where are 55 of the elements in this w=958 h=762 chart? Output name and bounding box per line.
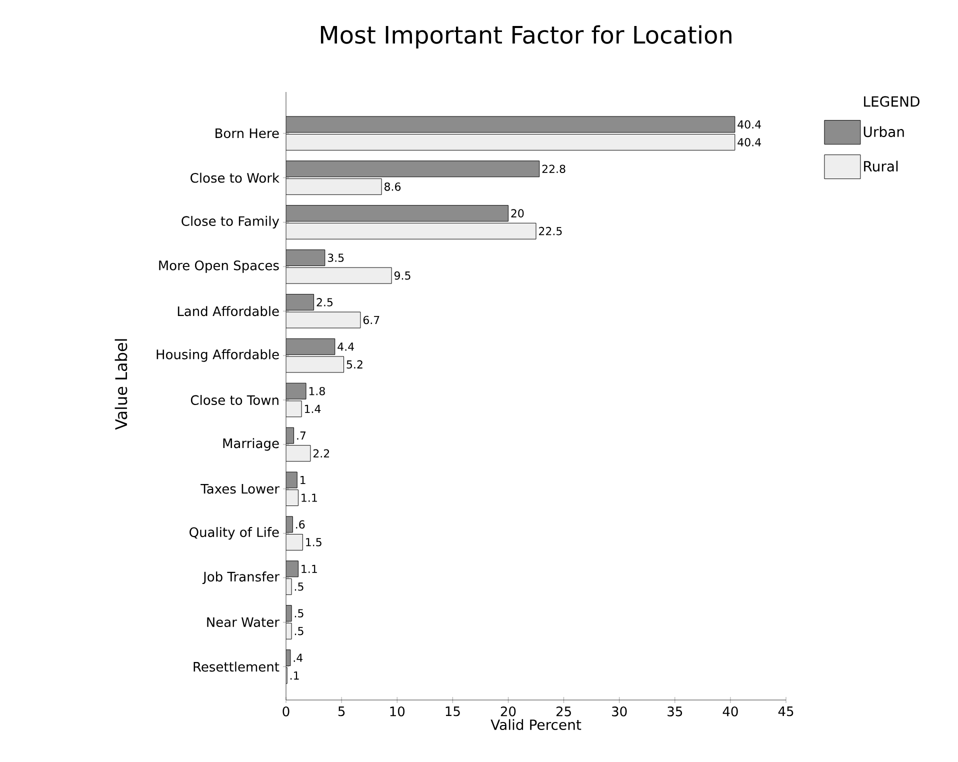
x-tick-label: 5 (338, 706, 345, 716)
data-label: 3.5 (328, 254, 344, 262)
x-tick-label: 20 (500, 706, 516, 716)
data-label: 2.2 (313, 449, 330, 458)
data-label: 22.5 (539, 226, 562, 236)
data-label: 1 (300, 476, 306, 484)
x-tick-label: 25 (556, 706, 571, 716)
data-label: 40.4 (738, 138, 761, 146)
data-label: 6.7 (363, 316, 380, 324)
y-tick-label: Close to Town (190, 394, 278, 406)
x-tick-label: 0 (282, 706, 290, 716)
data-label: .4 (294, 654, 303, 662)
data-label: .6 (296, 520, 305, 529)
x-tick-label: 35 (668, 706, 682, 716)
y-tick-label: Marriage (223, 438, 279, 451)
chart-title: Most Important Factor for Location (320, 25, 732, 48)
y-tick-label: Resettlement (194, 662, 280, 672)
legend-label: Urban (864, 126, 904, 138)
data-label: .5 (294, 609, 304, 618)
y-tick-label: Taxes Lower (200, 484, 280, 494)
x-tick-label: 40 (722, 706, 738, 716)
data-label: 22.8 (542, 164, 566, 174)
data-label: 9.5 (394, 271, 410, 280)
y-tick-label: Near Water (207, 617, 280, 628)
data-label: 4.4 (338, 342, 354, 351)
y-tick-label: Land Affordable (178, 306, 279, 316)
x-tick-label: 10 (390, 706, 405, 716)
y-tick-label: Quality of Life (190, 527, 279, 540)
data-label: 1.1 (302, 564, 317, 573)
data-label: .7 (297, 432, 306, 440)
legend-label: Rural (864, 160, 898, 172)
x-tick-label: 15 (446, 706, 460, 716)
x-axis-title: Valid Percent (490, 719, 582, 730)
x-tick-label: 30 (612, 706, 627, 716)
data-label: .5 (294, 582, 304, 591)
legend-title: LEGEND (864, 96, 920, 107)
y-tick-label: Close to Work (190, 172, 280, 183)
data-label: 20 (511, 209, 524, 218)
data-label: .5 (294, 627, 304, 636)
data-label: 1.4 (304, 404, 321, 413)
data-label: 2.5 (316, 298, 333, 306)
data-label: .1 (290, 672, 299, 680)
data-label: 40.4 (738, 120, 761, 129)
y-tick-label: Job Transfer (202, 572, 280, 584)
x-tick-label: 45 (778, 706, 794, 716)
y-axis-title: Value Label (114, 339, 128, 430)
y-tick-label: Close to Family (182, 216, 280, 229)
data-label: 8.6 (384, 182, 401, 191)
data-label: 5.2 (346, 360, 362, 369)
y-tick-label: Housing Affordable (156, 349, 279, 362)
data-label: 1.5 (306, 538, 322, 546)
y-tick-label: More Open Spaces (159, 260, 279, 273)
data-label: 1.8 (309, 386, 325, 396)
data-label: 1.1 (302, 494, 317, 502)
y-tick-label: Born Here (216, 128, 279, 138)
